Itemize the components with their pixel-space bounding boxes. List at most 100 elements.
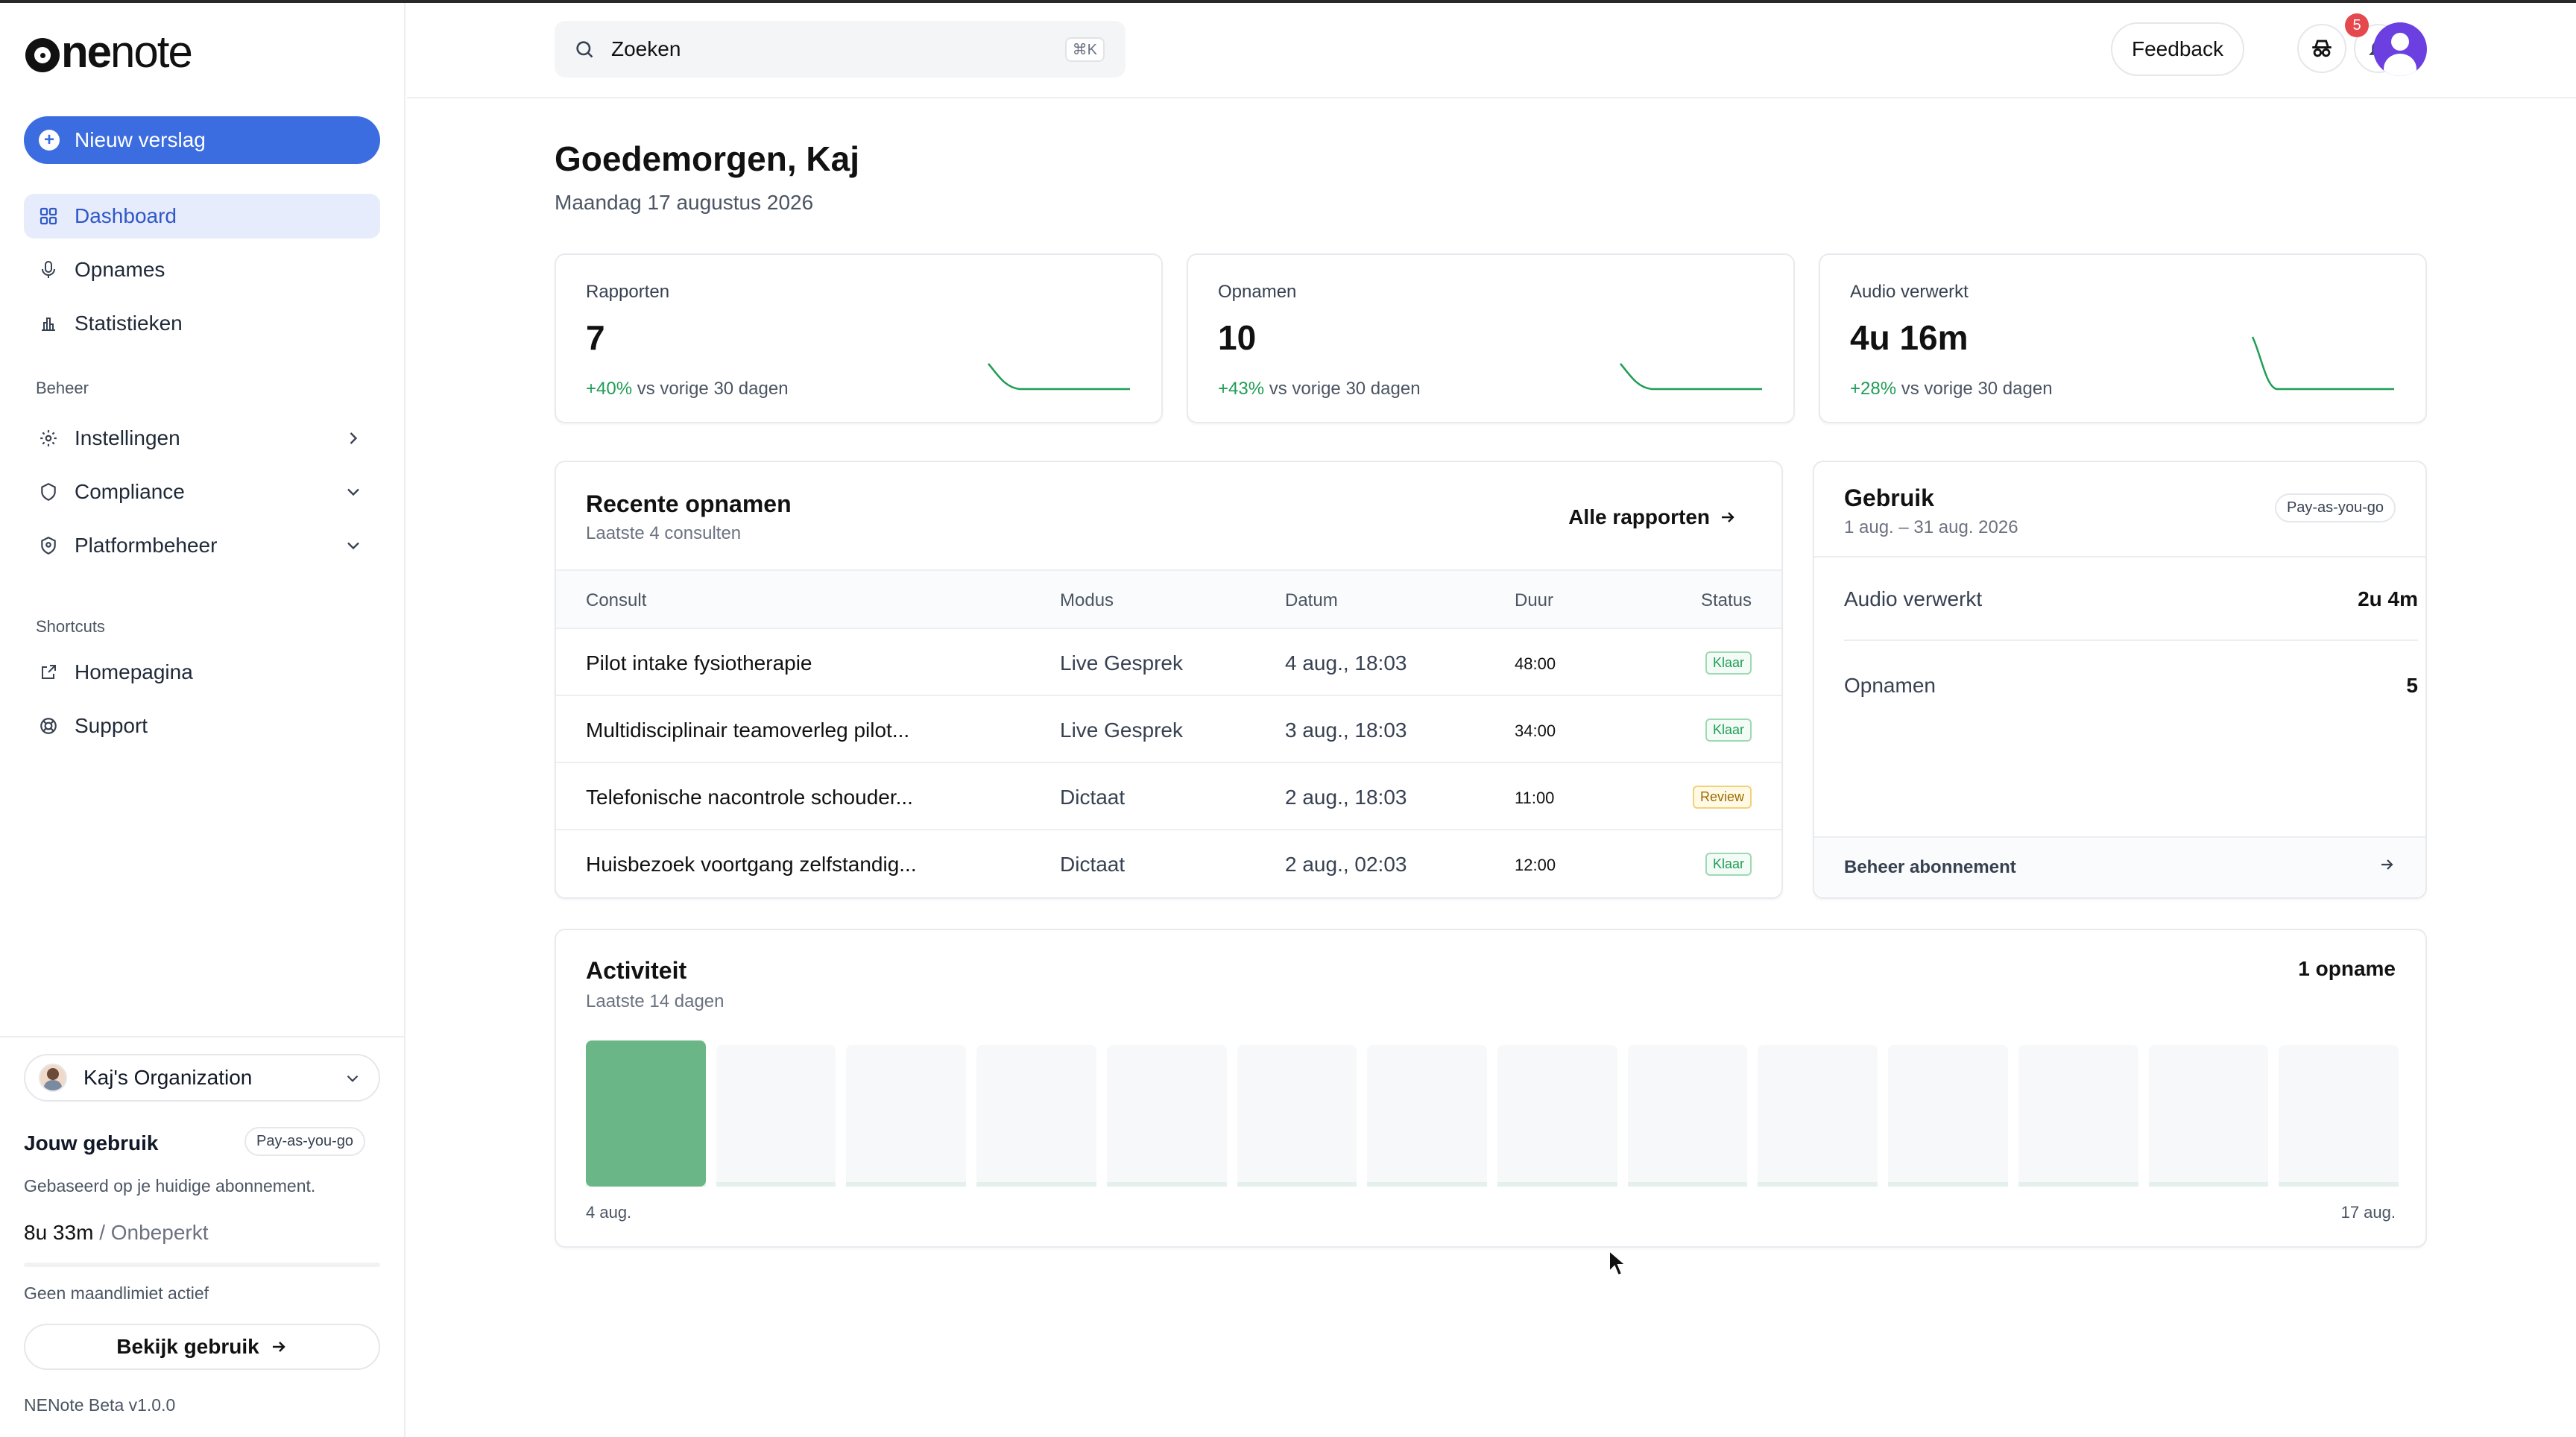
column-modus[interactable]: Modus xyxy=(1060,590,1114,610)
sidebar-item-homepagina[interactable]: Homepagina xyxy=(24,650,380,695)
row-consult: Huisbezoek voortgang zelfstandig... xyxy=(586,853,917,876)
activity-bar-6[interactable] xyxy=(1237,1045,1357,1187)
table-row[interactable]: Telefonische nacontrole schouder... Dict… xyxy=(556,763,1781,830)
logo-text-bold: ne xyxy=(61,27,112,77)
shield-check-icon xyxy=(37,481,60,503)
usage-row-value: 5 xyxy=(2406,674,2418,697)
plan-badge: Pay-as-you-go xyxy=(244,1127,366,1156)
usage-row-audio: Audio verwerkt 2u 4m xyxy=(1844,558,2418,641)
activity-bar-9[interactable] xyxy=(1627,1045,1748,1187)
kpi-sparkline xyxy=(2251,336,2394,391)
activity-bar-4[interactable] xyxy=(976,1045,1096,1187)
activity-bar-fill xyxy=(586,1040,706,1187)
sidebar-item-label: Dashboard xyxy=(75,204,177,227)
lifebuoy-icon xyxy=(37,715,60,737)
app-logo[interactable]: nenote xyxy=(25,27,193,77)
sidebar-item-statistieken[interactable]: Statistieken xyxy=(24,301,380,346)
search-icon xyxy=(576,41,593,58)
kpi-delta-percent: +43% xyxy=(1218,379,1265,399)
usage-row-label: Audio verwerkt xyxy=(1844,587,1983,610)
organization-select[interactable]: Kaj's Organization xyxy=(24,1054,380,1102)
column-status[interactable]: Status xyxy=(1700,590,1752,610)
page-title: Goedemorgen, Kaj xyxy=(555,139,859,178)
activity-bar-13[interactable] xyxy=(2148,1045,2269,1187)
column-consult[interactable]: Consult xyxy=(586,590,647,610)
activity-bar-3[interactable] xyxy=(846,1045,967,1187)
status-badge: Review xyxy=(1692,786,1752,809)
section-label-manage: Beheer xyxy=(36,379,89,397)
view-usage-label: Bekijk gebruik xyxy=(116,1335,259,1358)
gear-icon xyxy=(37,427,60,449)
usage-period: 1 aug. – 31 aug. 2026 xyxy=(1844,517,2018,537)
activity-bar-12[interactable] xyxy=(2018,1045,2138,1187)
row-duration: 12:00 xyxy=(1515,856,1556,874)
column-datum[interactable]: Datum xyxy=(1285,590,1338,610)
logo-mark-icon xyxy=(25,38,60,72)
row-date: 4 aug., 18:03 xyxy=(1285,651,1407,675)
sidebar-item-instellingen[interactable]: Instellingen xyxy=(24,416,380,461)
plus-icon: + xyxy=(39,130,60,151)
activity-bar-8[interactable] xyxy=(1497,1045,1617,1187)
app-version: NENote Beta v1.0.0 xyxy=(24,1395,176,1415)
section-label-shortcuts: Shortcuts xyxy=(36,617,105,636)
arrow-right-icon xyxy=(1722,512,1734,522)
table-row[interactable]: Pilot intake fysiotherapie Live Gesprek … xyxy=(556,629,1781,696)
activity-bar-1[interactable] xyxy=(586,1040,706,1187)
org-avatar xyxy=(39,1064,67,1092)
manage-subscription-link[interactable]: Beheer abonnement xyxy=(1814,836,2425,897)
activity-bar-14[interactable] xyxy=(2279,1045,2399,1187)
kpi-value: 7 xyxy=(586,318,605,357)
sidebar-item-dashboard[interactable]: Dashboard xyxy=(24,194,380,239)
mic-icon xyxy=(37,259,60,281)
search-input[interactable]: Zoeken ⌘K xyxy=(555,21,1126,78)
table-row[interactable]: Huisbezoek voortgang zelfstandig... Dict… xyxy=(556,830,1781,897)
row-date: 2 aug., 18:03 xyxy=(1285,786,1407,809)
chart-icon xyxy=(37,312,60,335)
user-avatar[interactable] xyxy=(2373,22,2427,76)
activity-bar-7[interactable] xyxy=(1367,1045,1487,1187)
sidebar-item-compliance[interactable]: Compliance xyxy=(24,470,380,514)
activity-axis-end: 17 aug. xyxy=(2340,1203,2396,1222)
organization-name: Kaj's Organization xyxy=(83,1066,253,1089)
activity-card: Activiteit Laatste 14 dagen 1 opname 4 a… xyxy=(555,929,2427,1248)
table-row[interactable]: Multidisciplinair teamoverleg pilot... L… xyxy=(556,696,1781,763)
sidebar-item-platformbeheer[interactable]: Platformbeheer xyxy=(24,523,380,568)
sidebar: nenote + Nieuw verslag Dashboard Opnames… xyxy=(0,3,405,1437)
recent-recordings-card: Recente opnamen Laatste 4 consulten Alle… xyxy=(555,461,1783,899)
activity-bar-2[interactable] xyxy=(716,1045,836,1187)
all-reports-link[interactable]: Alle rapporten xyxy=(1568,505,1737,529)
incognito-icon xyxy=(2312,40,2332,57)
chevron-right-icon xyxy=(350,432,358,444)
activity-count: 1 opname xyxy=(2298,957,2396,980)
sidebar-divider xyxy=(0,1036,404,1038)
new-report-label: Nieuw verslag xyxy=(75,128,206,151)
kpi-sparkline xyxy=(988,363,1130,391)
usage-value: 8u 33m / Onbeperkt xyxy=(24,1221,209,1245)
column-duur[interactable]: Duur xyxy=(1515,590,1554,610)
kpi-label: Opnamen xyxy=(1218,282,1297,302)
new-report-button[interactable]: + Nieuw verslag xyxy=(24,116,380,164)
feedback-button[interactable]: Feedback xyxy=(2111,22,2244,76)
sidebar-item-label: Support xyxy=(75,714,148,737)
activity-bar-11[interactable] xyxy=(1888,1045,2008,1187)
sidebar-item-label: Opnames xyxy=(75,258,165,281)
kpi-delta-percent: +28% xyxy=(1850,379,1897,399)
external-link-icon xyxy=(37,661,60,683)
sidebar-item-support[interactable]: Support xyxy=(24,704,380,748)
row-mode: Live Gesprek xyxy=(1060,651,1183,675)
usage-description: Gebaseerd op je huidige abonnement. xyxy=(24,1176,316,1196)
usage-progress-bar xyxy=(24,1263,380,1267)
usage-row-value: 2u 4m xyxy=(2358,587,2418,610)
sidebar-item-opnames[interactable]: Opnames xyxy=(24,247,380,292)
kpi-card-audio: Audio verwerkt 4u 16m +28% vs vorige 30 … xyxy=(1819,253,2427,423)
chevron-down-icon xyxy=(347,542,359,550)
chevron-down-icon xyxy=(347,1075,359,1082)
view-usage-button[interactable]: Bekijk gebruik xyxy=(24,1324,380,1370)
incognito-button[interactable] xyxy=(2297,24,2346,73)
kpi-delta-percent: +40% xyxy=(586,379,633,399)
activity-bar-5[interactable] xyxy=(1106,1045,1227,1187)
activity-title: Activiteit xyxy=(586,957,687,984)
sidebar-item-label: Instellingen xyxy=(75,426,180,449)
activity-bar-10[interactable] xyxy=(1758,1045,1878,1187)
page-date: Maandag 17 augustus 2026 xyxy=(555,191,814,214)
